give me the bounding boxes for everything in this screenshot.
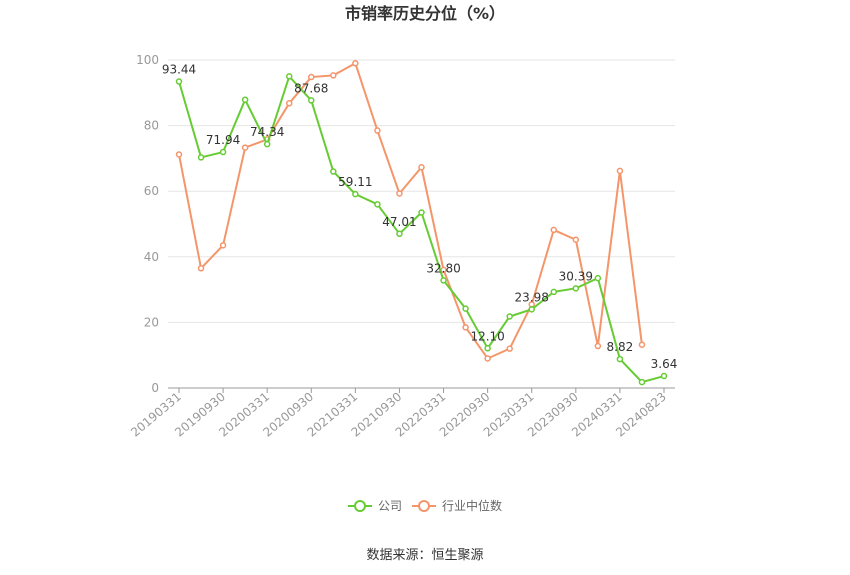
legend-label: 公司	[378, 499, 402, 513]
data-point	[197, 154, 205, 161]
data-point	[616, 167, 624, 175]
data-label: 47.01	[382, 215, 416, 229]
data-point	[308, 97, 315, 104]
data-point	[263, 140, 271, 148]
data-labels: 93.44 71.94 74.34 87.68 59.11 47.01 32.80 12.10…	[162, 63, 678, 372]
data-point	[197, 265, 205, 272]
data-point	[418, 164, 425, 171]
data-point	[550, 226, 558, 234]
data-label: 8.82	[607, 340, 634, 354]
data-point	[528, 306, 535, 313]
data-label: 87.68	[294, 81, 328, 95]
data-point	[241, 144, 249, 151]
data-point	[352, 190, 359, 198]
y-tick-label: 40	[144, 250, 159, 264]
data-point	[484, 345, 491, 352]
data-point	[638, 341, 646, 348]
data-point	[374, 127, 381, 134]
y-tick-label: 100	[136, 53, 159, 67]
y-axis: 0 20 40 60 80 100	[136, 53, 159, 395]
data-point	[418, 209, 425, 216]
data-label: 59.11	[338, 175, 372, 189]
legend-marker	[354, 500, 366, 512]
legend-label: 行业中位数	[442, 498, 502, 513]
data-point	[352, 60, 359, 67]
y-tick-label: 60	[144, 184, 159, 198]
data-label: 23.98	[515, 290, 549, 304]
data-point	[660, 372, 668, 380]
data-point	[638, 378, 646, 386]
data-label: 71.94	[206, 133, 240, 147]
legend[interactable]: 公司 行业中位数	[348, 498, 502, 513]
data-point	[285, 73, 293, 80]
series-layer	[175, 60, 668, 386]
series-line	[178, 75, 665, 384]
data-point	[285, 100, 293, 107]
data-point	[219, 148, 227, 156]
data-point	[462, 305, 469, 312]
y-tick-label: 20	[144, 315, 159, 329]
legend-item[interactable]: 行业中位数	[412, 498, 502, 513]
data-point	[175, 78, 183, 85]
x-axis: 2019033120190930202003312020093020210331…	[128, 387, 675, 440]
data-point	[616, 355, 624, 363]
data-point	[241, 96, 249, 103]
legend-marker	[418, 500, 430, 512]
data-point	[219, 242, 227, 249]
series-company	[175, 73, 668, 386]
data-point	[572, 285, 580, 292]
data-point	[506, 313, 513, 320]
source-note: 数据来源：恒生聚源	[366, 548, 483, 563]
data-point	[374, 201, 381, 208]
chart-title: 市销率历史分位（%）	[345, 4, 505, 23]
data-point	[594, 342, 602, 350]
y-tick-label: 80	[144, 119, 159, 133]
data-point	[594, 274, 602, 282]
data-point	[175, 151, 183, 158]
data-label: 74.34	[250, 125, 284, 139]
data-label: 32.80	[426, 261, 460, 275]
data-label: 93.44	[162, 63, 196, 77]
y-tick-label: 0	[151, 381, 159, 395]
data-point	[440, 277, 447, 284]
data-point	[506, 345, 513, 352]
data-point	[330, 72, 337, 79]
grid-lines	[168, 59, 675, 323]
data-label: 30.39	[559, 269, 593, 283]
legend-item[interactable]: 公司	[348, 499, 402, 513]
data-label: 12.10	[470, 329, 504, 343]
data-point	[396, 230, 403, 238]
data-point	[462, 324, 469, 331]
series-industry-median	[175, 60, 646, 362]
data-point	[572, 236, 580, 243]
series-line	[178, 62, 643, 360]
data-label: 3.64	[651, 357, 678, 371]
data-point	[550, 288, 558, 296]
data-point	[396, 190, 403, 197]
data-point	[484, 355, 491, 362]
data-point	[308, 73, 315, 81]
data-point	[330, 168, 337, 175]
